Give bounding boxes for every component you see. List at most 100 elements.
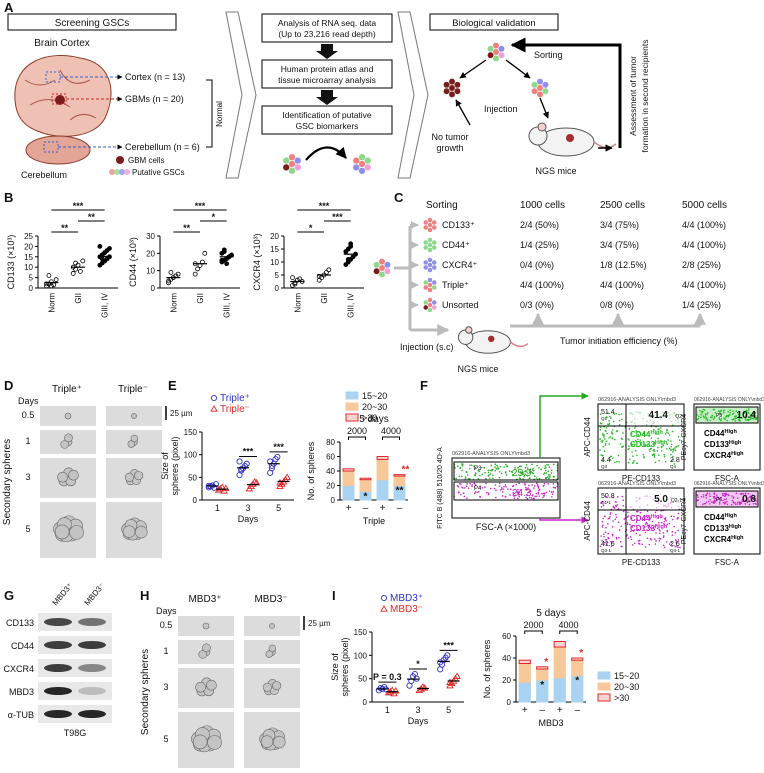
flow-event xyxy=(663,546,666,549)
blot-band xyxy=(78,664,106,672)
row-label: Unsorted xyxy=(442,300,479,310)
flow-event xyxy=(708,503,711,505)
x-tick-label: – xyxy=(574,705,580,716)
quadrant-name: Q4 xyxy=(670,464,677,469)
flow-event xyxy=(644,444,647,446)
flow-event xyxy=(737,501,739,503)
legend-label: Triple⁻ xyxy=(220,404,250,415)
y-tick-label: 15 xyxy=(270,245,279,254)
flow-event xyxy=(646,432,649,434)
label-base: CD44 xyxy=(630,430,651,439)
flow-event xyxy=(618,536,620,539)
label-base: CD133 xyxy=(704,524,729,533)
flow-event xyxy=(530,471,532,473)
flow-event xyxy=(527,487,529,489)
flow-event xyxy=(723,493,726,495)
flow-event xyxy=(534,495,537,498)
flow-event xyxy=(673,463,676,465)
flow-event xyxy=(667,439,669,441)
y-tick-label: 40 xyxy=(502,654,511,663)
legend-swatch xyxy=(345,402,359,411)
y-tick-label: 15 xyxy=(24,253,33,262)
flow-event xyxy=(651,520,654,523)
data-point xyxy=(388,686,397,693)
flow-event xyxy=(526,488,528,491)
flow-event xyxy=(518,477,521,479)
flow-event xyxy=(706,412,709,414)
legend-swatch xyxy=(116,156,124,164)
flow-event xyxy=(751,494,754,497)
flow-event xyxy=(713,495,716,498)
panel-label: H xyxy=(140,588,149,603)
flow-event xyxy=(458,491,460,493)
chevron xyxy=(397,11,429,179)
x-axis-label: FSC-A xyxy=(715,474,740,483)
flow-event xyxy=(520,489,522,491)
flow-event xyxy=(659,529,661,532)
x-axis-label: PE-CD133 xyxy=(622,474,661,483)
flow-event xyxy=(537,491,540,494)
flow-event xyxy=(601,526,604,528)
table-cell: 2/4 (50%) xyxy=(520,220,559,230)
group-bracket xyxy=(559,630,578,634)
flow-event xyxy=(737,413,740,416)
flow-event xyxy=(526,475,529,477)
flow-event xyxy=(519,474,521,477)
flow-event xyxy=(745,419,747,421)
flow-event xyxy=(646,529,649,532)
flow-event xyxy=(497,467,500,470)
sphere-cell xyxy=(122,525,136,538)
flow-event xyxy=(737,415,740,418)
sphere-cell xyxy=(198,650,208,659)
flow-event xyxy=(742,493,744,495)
legend-swatch xyxy=(345,391,359,400)
flow-event xyxy=(600,535,603,537)
y-axis-label: Secondary spheres xyxy=(2,439,13,525)
flow-event xyxy=(464,476,467,478)
y-axis-label: FITC B (488) 510/20 4D-A xyxy=(437,447,444,529)
flow-event xyxy=(481,473,484,476)
y-tick-label: 0 xyxy=(275,284,280,293)
flow-event xyxy=(489,473,492,475)
cell-icon xyxy=(431,264,437,271)
flow-event xyxy=(720,496,722,499)
row-label: CXCR4⁺ xyxy=(442,260,478,270)
column-header: Triple⁻ xyxy=(118,384,148,395)
flow-event xyxy=(535,492,538,495)
bar-segment xyxy=(536,666,549,670)
plot-title: 062916-ANALYSIS ONLY\mbd3 xyxy=(598,481,676,487)
flow-event xyxy=(657,446,659,449)
flow-event xyxy=(721,492,724,495)
flow-event xyxy=(749,496,752,499)
flow-event xyxy=(654,461,657,464)
y-tick-label: 10 xyxy=(146,267,155,276)
x-axis-label: Days xyxy=(238,514,259,524)
flow-event xyxy=(731,495,733,497)
flow-event xyxy=(506,465,508,467)
flow-event xyxy=(469,478,471,480)
sphere-cell xyxy=(265,650,273,658)
flow-event xyxy=(467,477,470,480)
sphere-cell xyxy=(127,440,135,448)
x-tick-label: + xyxy=(380,503,386,514)
bar-segment xyxy=(518,663,531,683)
flow-event xyxy=(749,416,752,419)
flow-event xyxy=(547,464,550,466)
flow-event xyxy=(657,521,660,524)
flow-event xyxy=(718,412,721,415)
flow-event xyxy=(607,523,609,525)
flow-event xyxy=(642,519,644,521)
flow-event xyxy=(676,545,678,547)
panel-label: C xyxy=(394,190,404,205)
table-cell: 4/4 (100%) xyxy=(520,280,564,290)
blot-band xyxy=(44,641,72,649)
flow-event xyxy=(601,539,603,542)
flow-event xyxy=(724,495,727,497)
flow-event xyxy=(610,540,612,543)
y-tick-label: 100 xyxy=(354,651,368,660)
data-point xyxy=(78,268,83,274)
flow-event xyxy=(627,438,629,440)
flow-event xyxy=(666,448,668,450)
flow-event xyxy=(755,503,758,505)
y-tick-label: 150 xyxy=(354,628,368,637)
